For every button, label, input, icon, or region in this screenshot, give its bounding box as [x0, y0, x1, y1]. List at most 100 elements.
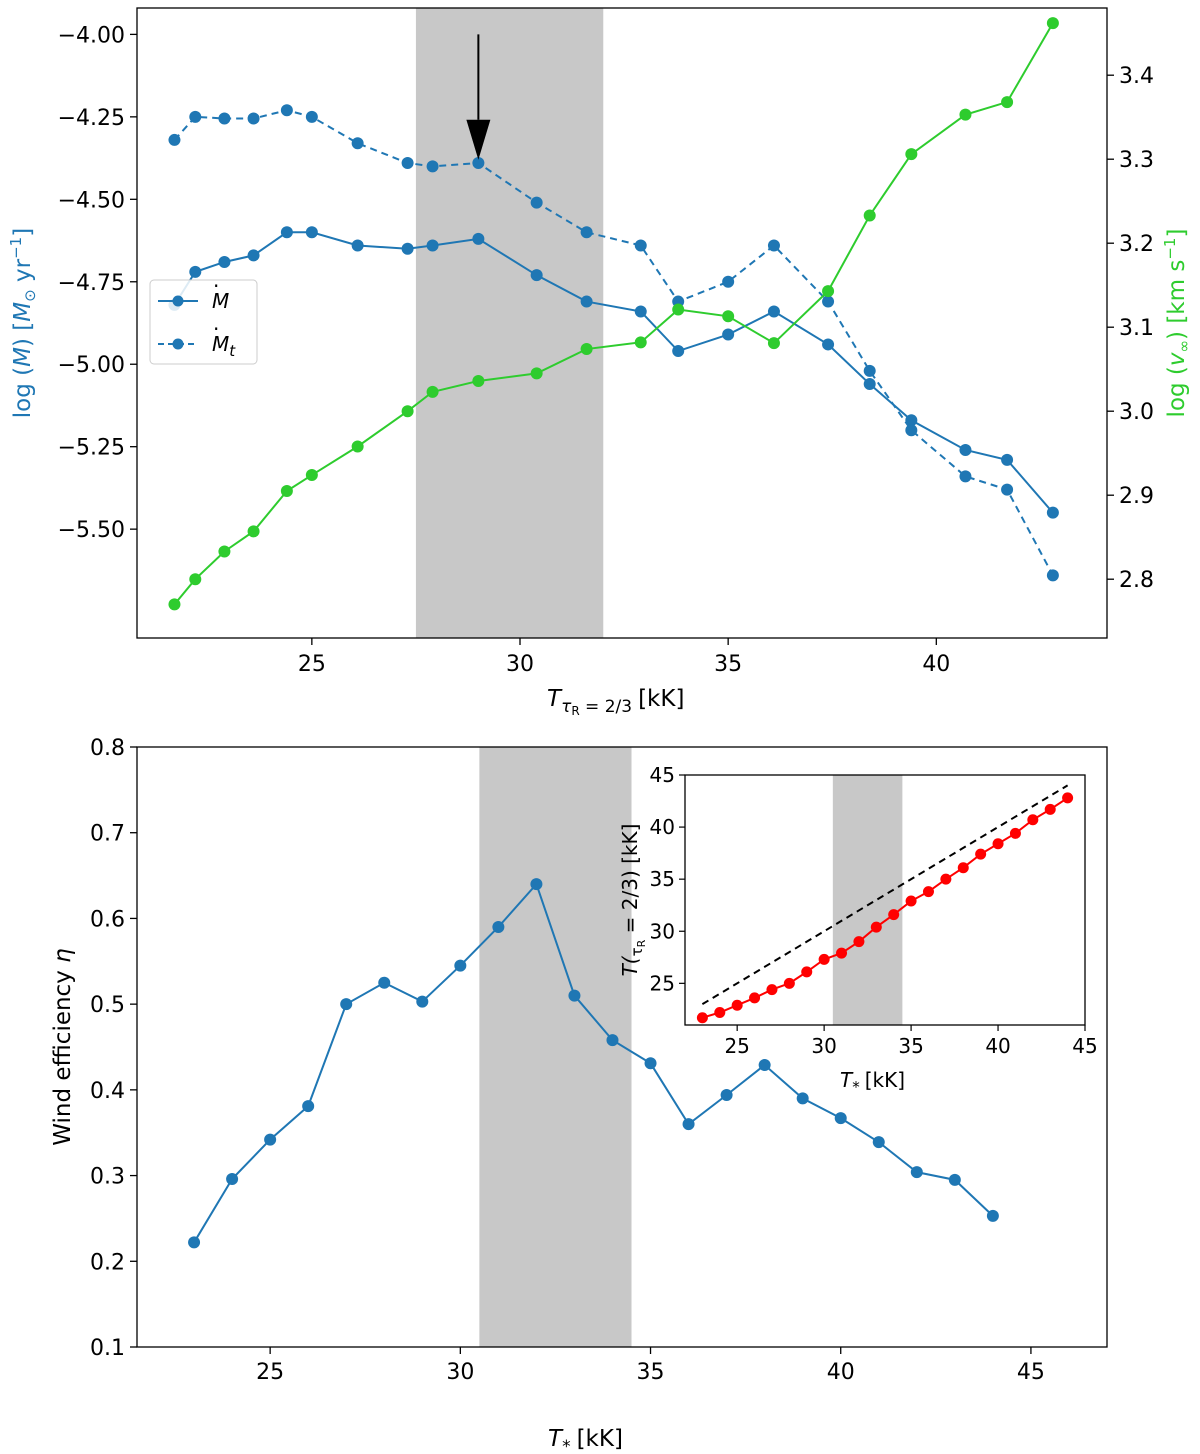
- top-series-1-point: [530, 196, 543, 209]
- inset-reference-line: [701, 784, 1069, 1006]
- inset-series-point: [905, 895, 917, 907]
- top-series-0-point: [426, 239, 439, 252]
- top-x-tick-label: 30: [506, 652, 534, 677]
- inset-series-point: [957, 862, 969, 874]
- bottom-series-point: [378, 976, 391, 989]
- bottom-y-tick-label: 0.5: [90, 993, 125, 1018]
- inset-shaded-region: [832, 775, 903, 1025]
- bottom-y-ticks: 0.1 0.2 0.3 0.4 0.5 0.6 0.7 0.8: [90, 736, 137, 1361]
- inset-series-point: [888, 909, 900, 921]
- bottom-y-tick-label: 0.6: [90, 907, 125, 932]
- bottom-series-point: [302, 1100, 315, 1113]
- top-series-2-point: [959, 108, 972, 121]
- top-series-2-point: [189, 573, 202, 586]
- top-x-axis-label: TτR = 2/3 [kK]: [547, 686, 684, 718]
- bottom-series-point: [416, 995, 429, 1008]
- inset-y-tick-label: 30: [650, 919, 675, 943]
- arrow-head: [466, 119, 491, 160]
- top-series-1-point: [401, 157, 414, 170]
- top-series-line-1: [173, 109, 1054, 576]
- top-series-1-point: [1046, 569, 1059, 582]
- legend-dot-mdot: ·: [213, 274, 219, 298]
- top-series-0-point: [580, 295, 593, 308]
- top-series-0-point: [1001, 453, 1014, 466]
- inset-x-axis-label: T* [kK]: [840, 1068, 905, 1096]
- bottom-series-point: [910, 1166, 923, 1179]
- inset-x-tick-label: 45: [1072, 1034, 1097, 1058]
- bottom-plot-area: [188, 878, 999, 1249]
- bottom-series-point: [454, 959, 467, 972]
- top-y-ticks-left: −5.50 −5.25 −5.00 −4.75 −4.50 −4.25 −4.00: [58, 23, 137, 543]
- bottom-series-point: [530, 878, 543, 891]
- top-series-0-point: [472, 232, 485, 245]
- top-series-0-point: [530, 269, 543, 282]
- inset-x-tick-label: 30: [811, 1034, 836, 1058]
- inset-series-point: [922, 886, 934, 898]
- top-series-0-point: [905, 414, 918, 427]
- inset-series-point: [870, 921, 882, 933]
- top-series-1-point: [634, 239, 647, 252]
- bottom-x-tick-label: 35: [637, 1360, 665, 1385]
- top-shaded-region: [415, 8, 604, 638]
- bottom-series-point: [264, 1133, 277, 1146]
- top-legend-box: [149, 279, 258, 365]
- top-series-2-point: [247, 525, 260, 538]
- bottom-series-point: [720, 1089, 733, 1101]
- top-series-2-point: [822, 285, 835, 298]
- top-series-1-point: [822, 295, 835, 308]
- inset-series-point: [1044, 803, 1056, 815]
- bottom-x-tick-label: 25: [256, 1360, 284, 1385]
- inset-series-point: [1062, 792, 1074, 804]
- top-series-2-point: [1001, 96, 1014, 109]
- bottom-shaded-region: [479, 747, 632, 1347]
- top-series-2-point: [722, 310, 735, 323]
- top-series-0-point: [351, 239, 364, 252]
- top-series-0-point: [401, 242, 414, 255]
- top-legend: M · Mt ·: [149, 274, 258, 365]
- top-axes-frame: [136, 7, 1108, 639]
- bottom-series-point: [796, 1092, 809, 1105]
- inset-series-point: [783, 977, 795, 989]
- bottom-series-point: [682, 1118, 695, 1131]
- bottom-x-ticks: 25 30 35 40 45: [256, 1347, 1045, 1385]
- top-series-0-point: [672, 345, 685, 358]
- top-series-1-point: [959, 470, 972, 483]
- inset-series-point: [940, 873, 952, 885]
- inset-plot-area: [696, 784, 1074, 1024]
- top-series-line-2: [173, 22, 1054, 606]
- top-y-tick-label-left: −4.25: [58, 106, 125, 131]
- top-series-2-point: [672, 303, 685, 316]
- inset-x-ticks: 25 30 35 40 45: [724, 1025, 1098, 1058]
- inset-series-point: [749, 992, 761, 1004]
- legend-label-mdot-t: Mt: [212, 332, 236, 360]
- inset-axes-frame: [684, 774, 1086, 1026]
- inset-y-tick-label: 35: [650, 867, 675, 891]
- top-series-2-point: [767, 337, 780, 350]
- bottom-y-tick-label: 0.1: [90, 1336, 125, 1361]
- top-y-tick-label-right: 3.0: [1119, 400, 1154, 425]
- top-series-2-point: [863, 209, 876, 222]
- bottom-series-point: [644, 1057, 657, 1070]
- top-series-2-point: [1046, 17, 1059, 30]
- legend-label-mdot: M: [212, 289, 229, 313]
- top-plot-area: [168, 17, 1059, 611]
- inset-series-point: [975, 848, 987, 860]
- top-series-2-point: [580, 343, 593, 356]
- inset-x-tick-label: 35: [898, 1034, 923, 1058]
- inset-series-point: [853, 936, 865, 948]
- inset-series-point: [836, 947, 848, 959]
- top-series-2-point: [472, 374, 485, 387]
- bottom-y-tick-label: 0.7: [90, 822, 125, 847]
- bottom-series-point: [226, 1173, 239, 1185]
- top-y-tick-label-left: −5.25: [58, 436, 125, 461]
- top-series-2-point: [426, 385, 439, 398]
- top-series-1-point: [722, 275, 735, 288]
- bottom-series-point: [758, 1059, 771, 1071]
- top-series-0-point: [247, 249, 260, 262]
- inset-series-point: [696, 1012, 708, 1024]
- top-series-1-point: [580, 226, 593, 239]
- bottom-shade-band: [479, 747, 632, 1347]
- inset-series-point: [1027, 814, 1039, 826]
- inset-y-ticks: 25 30 35 40 45: [650, 763, 685, 995]
